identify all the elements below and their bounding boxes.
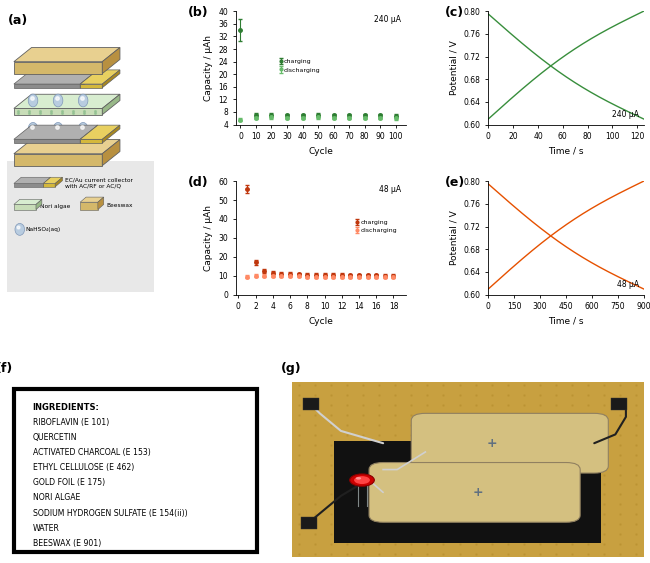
Polygon shape: [80, 125, 120, 139]
Ellipse shape: [53, 122, 63, 135]
Polygon shape: [14, 84, 80, 88]
Text: Nori algae: Nori algae: [40, 204, 71, 209]
Text: (f): (f): [0, 361, 13, 375]
Text: (g): (g): [281, 361, 302, 375]
FancyBboxPatch shape: [411, 413, 608, 473]
Polygon shape: [44, 177, 62, 184]
Bar: [334, 441, 601, 543]
Polygon shape: [102, 47, 120, 74]
Polygon shape: [80, 197, 104, 202]
Polygon shape: [14, 70, 98, 84]
Text: ACTIVATED CHARCOAL (E 153): ACTIVATED CHARCOAL (E 153): [32, 448, 150, 457]
Ellipse shape: [15, 224, 25, 235]
Bar: [304, 397, 318, 410]
Ellipse shape: [28, 122, 38, 135]
FancyBboxPatch shape: [369, 463, 580, 522]
Text: EC/Au current collector
with AC/RF or AC/Q: EC/Au current collector with AC/RF or AC…: [66, 177, 133, 188]
Text: (a): (a): [8, 14, 28, 27]
Bar: [611, 397, 627, 410]
Text: SODIUM HYDROGEN SULFATE (E 154(ii)): SODIUM HYDROGEN SULFATE (E 154(ii)): [32, 508, 187, 517]
Ellipse shape: [354, 476, 370, 484]
Polygon shape: [80, 125, 98, 143]
Polygon shape: [80, 84, 102, 88]
Polygon shape: [14, 62, 102, 74]
Polygon shape: [14, 184, 44, 187]
Y-axis label: Potential / V: Potential / V: [449, 211, 458, 265]
Text: QUERCETIN: QUERCETIN: [32, 433, 77, 442]
Polygon shape: [44, 184, 55, 187]
Polygon shape: [80, 70, 98, 88]
Text: 240 µA: 240 µA: [612, 110, 639, 119]
Text: (d): (d): [188, 176, 209, 189]
Polygon shape: [102, 94, 120, 115]
Polygon shape: [14, 199, 42, 204]
Text: 48 µA: 48 µA: [379, 185, 401, 194]
Ellipse shape: [350, 474, 374, 486]
Y-axis label: Capacity / µAh: Capacity / µAh: [204, 205, 213, 271]
Ellipse shape: [28, 94, 38, 107]
Text: NaHSO₄(aq): NaHSO₄(aq): [25, 227, 61, 232]
Polygon shape: [14, 139, 80, 143]
Legend: charging, discharging: charging, discharging: [276, 56, 323, 75]
Text: BEESWAX (E 901): BEESWAX (E 901): [32, 539, 101, 548]
Text: Beeswax: Beeswax: [107, 203, 133, 208]
X-axis label: Cycle: Cycle: [309, 147, 333, 156]
Polygon shape: [102, 70, 120, 88]
Text: NORI ALGAE: NORI ALGAE: [32, 493, 80, 502]
Polygon shape: [14, 177, 51, 184]
Text: RIBOFLAVIN (E 101): RIBOFLAVIN (E 101): [32, 418, 109, 427]
Polygon shape: [102, 140, 120, 166]
Polygon shape: [14, 140, 120, 154]
Y-axis label: Capacity / µAh: Capacity / µAh: [204, 35, 213, 101]
Ellipse shape: [356, 477, 361, 480]
Polygon shape: [102, 125, 120, 143]
X-axis label: Time / s: Time / s: [548, 317, 584, 326]
Text: (b): (b): [188, 6, 209, 19]
Polygon shape: [44, 177, 51, 187]
Polygon shape: [14, 204, 36, 209]
Text: 48 µA: 48 µA: [617, 280, 639, 289]
Text: +: +: [473, 486, 484, 499]
Text: INGREDIENTS:: INGREDIENTS:: [32, 403, 99, 412]
Text: 240 µA: 240 µA: [374, 15, 401, 24]
Polygon shape: [14, 154, 102, 166]
Text: (c): (c): [445, 6, 464, 19]
Legend: charging, discharging: charging, discharging: [353, 217, 400, 236]
X-axis label: Cycle: Cycle: [309, 317, 333, 326]
Text: +: +: [487, 437, 497, 450]
Ellipse shape: [53, 94, 63, 107]
Polygon shape: [80, 70, 120, 84]
FancyBboxPatch shape: [14, 389, 257, 552]
Text: (e): (e): [445, 176, 465, 189]
Polygon shape: [14, 125, 98, 139]
Polygon shape: [98, 197, 104, 209]
Text: GOLD FOIL (E 175): GOLD FOIL (E 175): [32, 479, 105, 488]
Polygon shape: [55, 177, 62, 187]
Polygon shape: [14, 47, 120, 62]
X-axis label: Time / s: Time / s: [548, 147, 584, 156]
Polygon shape: [14, 109, 102, 115]
Y-axis label: Potential / V: Potential / V: [449, 41, 458, 95]
Polygon shape: [36, 199, 42, 209]
Bar: [6, 162, 154, 292]
Ellipse shape: [79, 122, 88, 135]
Text: ETHYL CELLULOSE (E 462): ETHYL CELLULOSE (E 462): [32, 463, 134, 472]
Text: WATER: WATER: [32, 524, 59, 533]
Polygon shape: [14, 94, 120, 109]
Polygon shape: [80, 139, 102, 143]
Bar: [302, 517, 317, 529]
Ellipse shape: [79, 94, 88, 107]
Polygon shape: [80, 202, 98, 209]
